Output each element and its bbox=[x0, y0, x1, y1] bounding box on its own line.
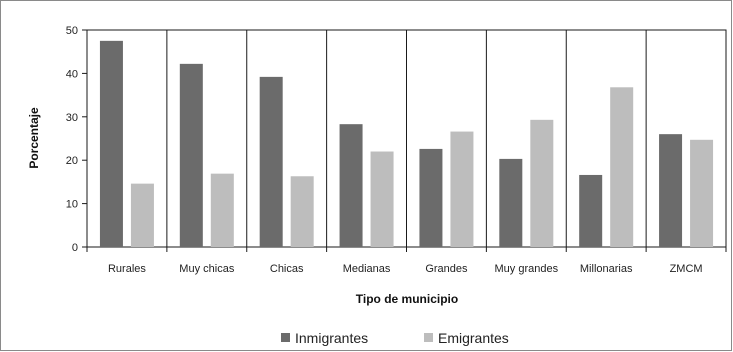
y-tick-label: 10 bbox=[66, 199, 78, 211]
x-tick-label: Millonarias bbox=[580, 263, 633, 275]
y-tick-label: 50 bbox=[66, 25, 78, 37]
legend-swatch-inmigrantes bbox=[281, 333, 290, 342]
y-tick-label: 0 bbox=[72, 242, 78, 254]
x-tick-label: Chicas bbox=[270, 263, 304, 275]
legend-swatch-emigrantes bbox=[424, 333, 433, 342]
y-tick-label: 30 bbox=[66, 112, 78, 124]
bar-emigrantes-6 bbox=[610, 87, 634, 248]
x-tick-label: Medianas bbox=[343, 263, 391, 275]
bar-inmigrantes-3 bbox=[339, 124, 363, 247]
bar-inmigrantes-2 bbox=[259, 76, 283, 247]
y-axis-title: Porcentaje bbox=[27, 107, 41, 169]
plot-area bbox=[86, 29, 727, 248]
bar-emigrantes-7 bbox=[690, 139, 714, 247]
y-tick-label: 40 bbox=[66, 68, 78, 80]
bar-emigrantes-3 bbox=[370, 151, 394, 247]
x-tick-label: Muy chicas bbox=[179, 263, 235, 275]
bar-inmigrantes-1 bbox=[179, 63, 203, 247]
x-axis-ticks: Rurales Muy chicas Chicas Medianas Grandes Mu… bbox=[86, 247, 727, 275]
bar-inmigrantes-7 bbox=[659, 134, 683, 247]
bar-inmigrantes-0 bbox=[99, 40, 123, 247]
bar-emigrantes-4 bbox=[450, 131, 474, 247]
legend-label-emigrantes: Emigrantes bbox=[438, 330, 509, 346]
y-tick-label: 20 bbox=[66, 155, 78, 167]
bar-inmigrantes-4 bbox=[419, 148, 443, 247]
bar-emigrantes-1 bbox=[210, 173, 234, 247]
bar-emigrantes-2 bbox=[290, 176, 314, 247]
x-tick-label: Rurales bbox=[108, 263, 146, 275]
bar-emigrantes-5 bbox=[530, 119, 554, 247]
x-axis-title: Tipo de municipio bbox=[356, 292, 458, 306]
legend: Inmigrantes Emigrantes bbox=[281, 330, 509, 346]
x-tick-label: ZMCM bbox=[670, 263, 703, 275]
bar-inmigrantes-6 bbox=[579, 174, 603, 247]
legend-label-inmigrantes: Inmigrantes bbox=[295, 330, 368, 346]
bar-emigrantes-0 bbox=[130, 183, 154, 247]
bar-inmigrantes-5 bbox=[499, 158, 523, 247]
x-tick-label: Grandes bbox=[425, 263, 468, 275]
y-axis-ticks: 0 10 20 30 40 50 bbox=[66, 25, 87, 254]
x-tick-label: Muy grandes bbox=[495, 263, 559, 275]
